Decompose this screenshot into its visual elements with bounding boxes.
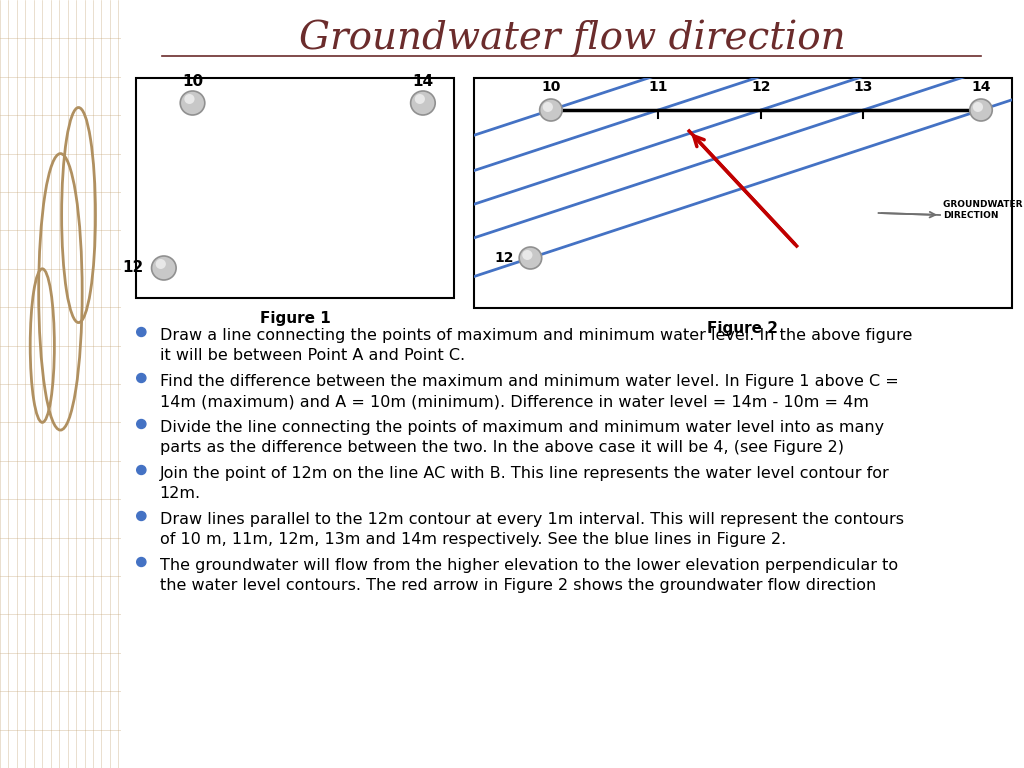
Text: The groundwater will flow from the higher elevation to the lower elevation perpe: The groundwater will flow from the highe…: [160, 558, 898, 594]
Circle shape: [522, 250, 532, 260]
Text: GROUNDWATER FLOW
DIRECTION: GROUNDWATER FLOW DIRECTION: [943, 200, 1024, 220]
Text: 13: 13: [854, 80, 872, 94]
Text: 10: 10: [542, 80, 560, 94]
Circle shape: [136, 419, 145, 429]
Circle shape: [136, 373, 145, 382]
Text: 11: 11: [648, 80, 669, 94]
Circle shape: [184, 94, 195, 104]
Text: 14: 14: [413, 74, 433, 88]
Text: 14: 14: [971, 80, 991, 94]
Circle shape: [519, 247, 542, 269]
Circle shape: [136, 511, 145, 521]
Circle shape: [136, 465, 145, 475]
Circle shape: [540, 99, 562, 121]
Circle shape: [136, 327, 145, 336]
Text: Groundwater flow direction: Groundwater flow direction: [299, 19, 846, 57]
Circle shape: [156, 259, 166, 269]
Text: Figure 1: Figure 1: [259, 310, 331, 326]
Circle shape: [152, 256, 176, 280]
Circle shape: [411, 91, 435, 115]
Circle shape: [543, 102, 553, 112]
Text: Draw lines parallel to the 12m contour at every 1m interval. This will represent: Draw lines parallel to the 12m contour a…: [160, 512, 904, 548]
Circle shape: [136, 558, 145, 567]
Text: 12: 12: [751, 80, 771, 94]
Bar: [136, 78, 454, 298]
Text: Join the point of 12m on the line AC with B. This line represents the water leve: Join the point of 12m on the line AC wit…: [160, 466, 890, 502]
Text: Figure 2: Figure 2: [708, 320, 778, 336]
Text: 12: 12: [122, 260, 143, 276]
Bar: [474, 78, 1012, 308]
Circle shape: [415, 94, 425, 104]
Circle shape: [973, 102, 983, 112]
Text: Draw a line connecting the points of maximum and minimum water level. In the abo: Draw a line connecting the points of max…: [160, 328, 912, 363]
Text: 12: 12: [495, 251, 514, 265]
Text: 10: 10: [182, 74, 203, 88]
Circle shape: [970, 99, 992, 121]
Circle shape: [180, 91, 205, 115]
Text: Divide the line connecting the points of maximum and minimum water level into as: Divide the line connecting the points of…: [160, 420, 884, 455]
Text: Find the difference between the maximum and minimum water level. In Figure 1 abo: Find the difference between the maximum …: [160, 374, 898, 409]
